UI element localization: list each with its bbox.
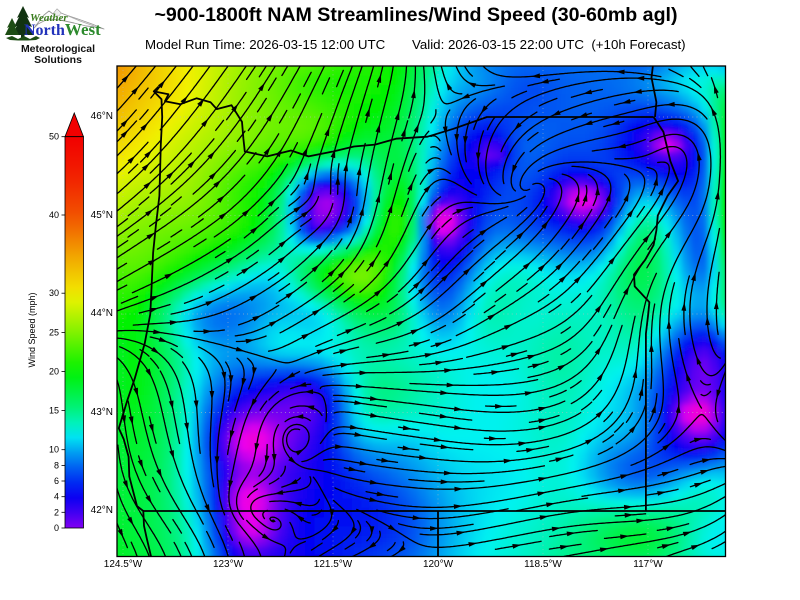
svg-text:Weather: Weather [30,12,68,24]
svg-text:4: 4 [54,492,59,502]
svg-text:10: 10 [49,445,59,455]
svg-text:8: 8 [54,460,59,470]
svg-text:Wind Speed (mph): Wind Speed (mph) [27,292,37,367]
svg-text:2: 2 [54,507,59,517]
svg-text:50: 50 [49,132,59,142]
svg-text:40: 40 [49,210,59,220]
svg-text:25: 25 [49,327,59,337]
svg-text:6: 6 [54,476,59,486]
svg-text:15: 15 [49,406,59,416]
svg-text:30: 30 [49,288,59,298]
svg-text:20: 20 [49,367,59,377]
svg-text:NorthWest: NorthWest [24,20,101,39]
svg-text:0: 0 [54,523,59,533]
